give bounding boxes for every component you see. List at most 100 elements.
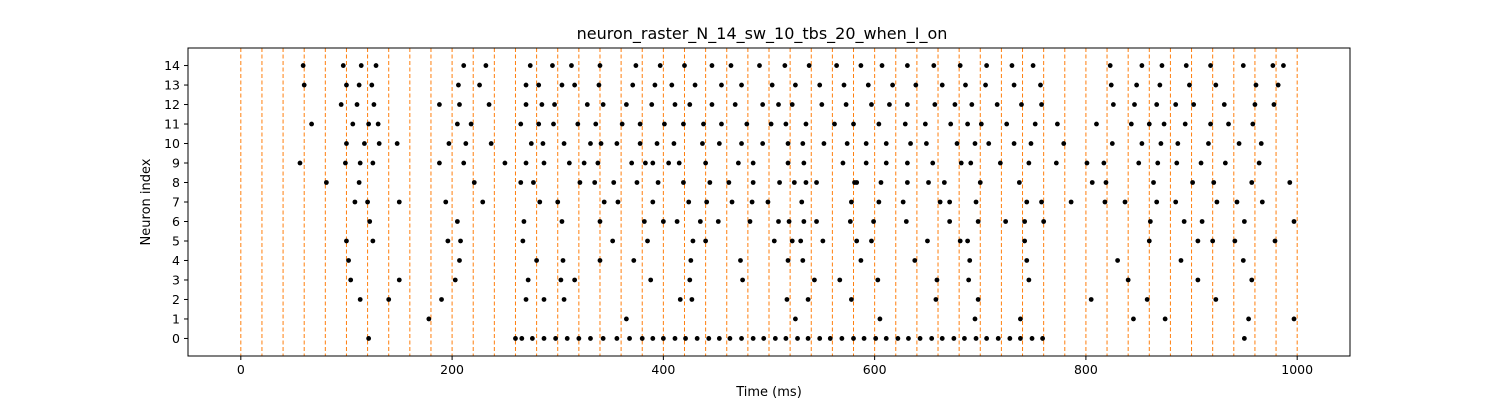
spike-n0-31: [851, 336, 856, 341]
spike-n14-32: [1240, 63, 1246, 68]
spike-n3-12: [934, 277, 940, 283]
spike-n14-3: [373, 63, 379, 68]
spike-n3-4: [558, 277, 564, 283]
spike-n5-13: [854, 238, 860, 244]
spike-n5-4: [520, 238, 526, 244]
spike-n14-17: [806, 63, 812, 68]
spike-n11-12: [637, 121, 643, 127]
spike-n13-19: [817, 82, 823, 88]
spike-n12-14: [687, 102, 693, 107]
spike-n13-26: [983, 82, 988, 88]
spike-n5-2: [445, 238, 451, 244]
spike-n5-1: [370, 238, 376, 244]
spike-n6-6: [660, 219, 666, 224]
spike-n9-9: [566, 160, 572, 166]
spike-n8-8: [634, 180, 640, 185]
spike-n4-4: [597, 258, 603, 263]
spike-n7-13: [749, 199, 755, 205]
spike-n10-16: [700, 141, 705, 146]
spike-n7-18: [900, 199, 906, 205]
spike-n9-4: [437, 160, 442, 166]
spike-n0-25: [783, 336, 789, 341]
spike-n9-26: [930, 160, 936, 166]
x-tick-label-3: 600: [863, 362, 887, 377]
spike-n9-24: [883, 160, 889, 166]
spike-n3-0: [348, 277, 354, 283]
spike-n9-37: [1198, 160, 1204, 166]
spike-n12-36: [1221, 102, 1227, 107]
spike-n6-23: [1147, 219, 1153, 224]
spike-n4-16: [1240, 258, 1246, 263]
spike-n3-8: [740, 277, 745, 283]
spike-n4-6: [688, 258, 694, 263]
spike-n0-44: [995, 336, 1001, 341]
spike-n10-29: [972, 141, 978, 146]
spike-n13-24: [939, 82, 945, 88]
y-tick-label-13: 13: [164, 78, 180, 93]
y-tick-label-3: 3: [172, 272, 180, 287]
spike-n0-9: [600, 336, 606, 341]
spike-n14-20: [879, 63, 885, 68]
spike-n10-6: [488, 141, 494, 146]
spike-n11-34: [1146, 121, 1152, 127]
spike-n6-19: [975, 219, 981, 224]
spike-n10-2: [376, 141, 382, 146]
spike-n0-38: [929, 336, 935, 341]
spike-n12-29: [1019, 102, 1024, 107]
y-tick-label-10: 10: [164, 136, 180, 151]
spike-n9-19: [750, 160, 756, 166]
spike-n0-42: [973, 336, 979, 341]
spike-n8-2: [471, 180, 477, 185]
x-tick-label-1: 200: [440, 362, 464, 377]
spike-n11-36: [1182, 121, 1188, 127]
spike-n7-5: [537, 199, 543, 205]
spike-n8-7: [611, 180, 617, 185]
spike-n6-3: [559, 219, 565, 224]
spike-n7-10: [686, 199, 692, 205]
spike-n11-22: [851, 121, 856, 127]
spike-n1-3: [877, 316, 883, 322]
spike-n2-8: [784, 297, 790, 302]
spike-n10-38: [1206, 141, 1211, 146]
spike-n5-23: [1272, 238, 1278, 244]
spike-n6-26: [1241, 219, 1247, 224]
spike-n12-18: [776, 102, 781, 107]
spike-n12-19: [789, 102, 795, 107]
spike-n14-9: [597, 63, 603, 68]
spike-n11-24: [902, 121, 908, 127]
spike-n6-25: [1199, 219, 1205, 224]
spike-n14-33: [1270, 63, 1276, 68]
spike-n10-28: [954, 141, 960, 146]
spike-n9-8: [541, 160, 547, 166]
spike-n8-3: [518, 180, 524, 185]
spike-n14-23: [957, 63, 963, 68]
spike-n11-7: [536, 121, 542, 127]
spike-n8-10: [681, 180, 686, 185]
spike-n7-31: [1259, 199, 1265, 205]
spike-n12-1: [354, 102, 360, 107]
spike-n11-18: [768, 121, 774, 127]
spike-n0-19: [716, 336, 722, 341]
chart-title: neuron_raster_N_14_sw_10_tbs_20_when_I_o…: [577, 24, 948, 44]
spike-n3-11: [875, 277, 881, 283]
spike-n4-11: [912, 258, 918, 263]
spike-n10-5: [463, 141, 469, 146]
spike-n8-5: [577, 180, 583, 185]
spike-n11-33: [1128, 121, 1134, 127]
spike-n10-35: [1139, 141, 1145, 146]
spike-n11-6: [518, 121, 524, 127]
spike-n1-4: [972, 316, 978, 322]
spike-n9-28: [968, 160, 974, 166]
spike-n0-28: [817, 336, 823, 341]
spike-n12-34: [1173, 102, 1179, 107]
spike-n0-36: [906, 336, 911, 341]
spike-n14-22: [931, 63, 937, 68]
spike-n11-21: [832, 121, 837, 127]
spike-n6-5: [641, 219, 647, 224]
spike-n14-30: [1183, 63, 1189, 68]
spike-n8-30: [1211, 180, 1217, 185]
spike-n13-28: [1038, 82, 1043, 88]
spike-n13-7: [536, 82, 542, 88]
spike-n9-0: [297, 160, 303, 166]
